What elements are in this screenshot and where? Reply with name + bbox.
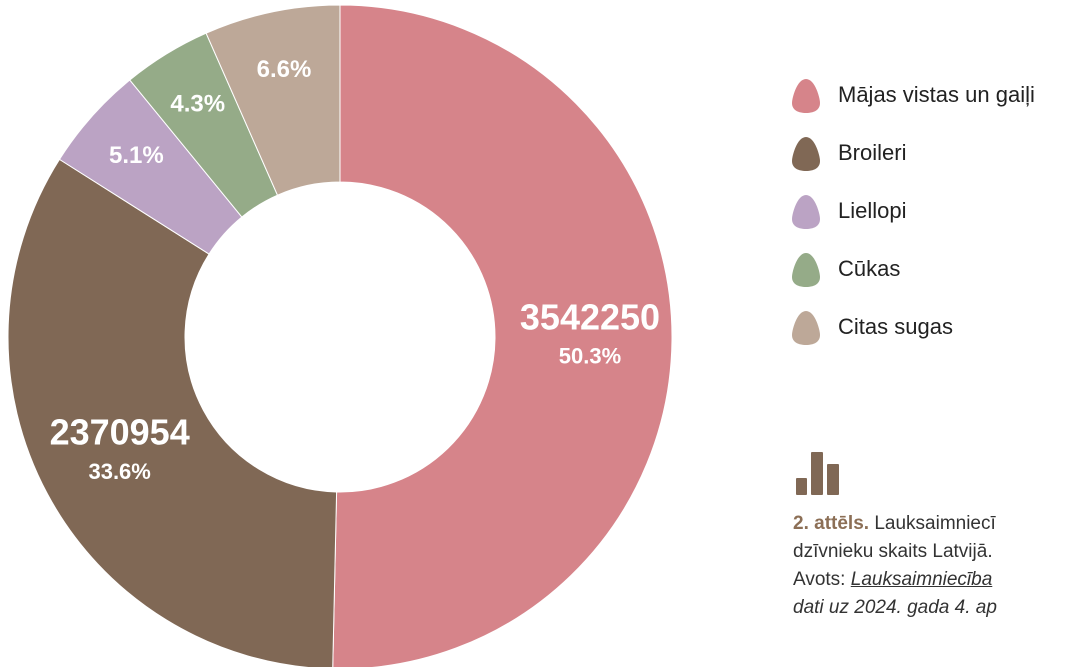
caption-icon xyxy=(796,452,839,495)
legend-marker xyxy=(792,195,820,229)
value-label: 33.6% xyxy=(88,459,150,484)
count-label: 3542250 xyxy=(520,296,660,337)
legend-label: Mājas vistas un gaiļi xyxy=(838,82,1035,107)
legend-marker xyxy=(792,79,820,113)
caption-text: dzīvnieku skaits Latvijā. xyxy=(793,541,993,562)
source-text: dati uz 2024. gada 4. ap xyxy=(793,597,997,618)
legend-label: Citas sugas xyxy=(838,314,953,339)
source-link[interactable]: Lauksaimniecība xyxy=(850,569,993,590)
legend-label: Broileri xyxy=(838,140,906,165)
slice xyxy=(205,4,341,196)
value-label: 4.3% xyxy=(170,91,225,118)
legend-label: Liellopi xyxy=(838,198,907,223)
count-label: 2370954 xyxy=(50,412,190,453)
source-prefix: Avots: xyxy=(793,569,846,590)
value-label: 5.1% xyxy=(109,142,164,169)
value-label: 6.6% xyxy=(257,56,312,83)
slice xyxy=(7,158,338,667)
slice xyxy=(332,4,673,667)
legend-marker xyxy=(792,137,820,171)
caption-text: Lauksaimniecī xyxy=(874,513,996,534)
caption-label: 2. attēls. xyxy=(793,513,870,534)
value-label: 50.3% xyxy=(559,344,621,369)
legend-marker xyxy=(792,253,820,287)
legend-label: Cūkas xyxy=(838,256,900,281)
legend-marker xyxy=(792,311,820,345)
caption: 2. attēls. Lauksaimniecī dzīvnieku skait… xyxy=(793,510,1078,622)
